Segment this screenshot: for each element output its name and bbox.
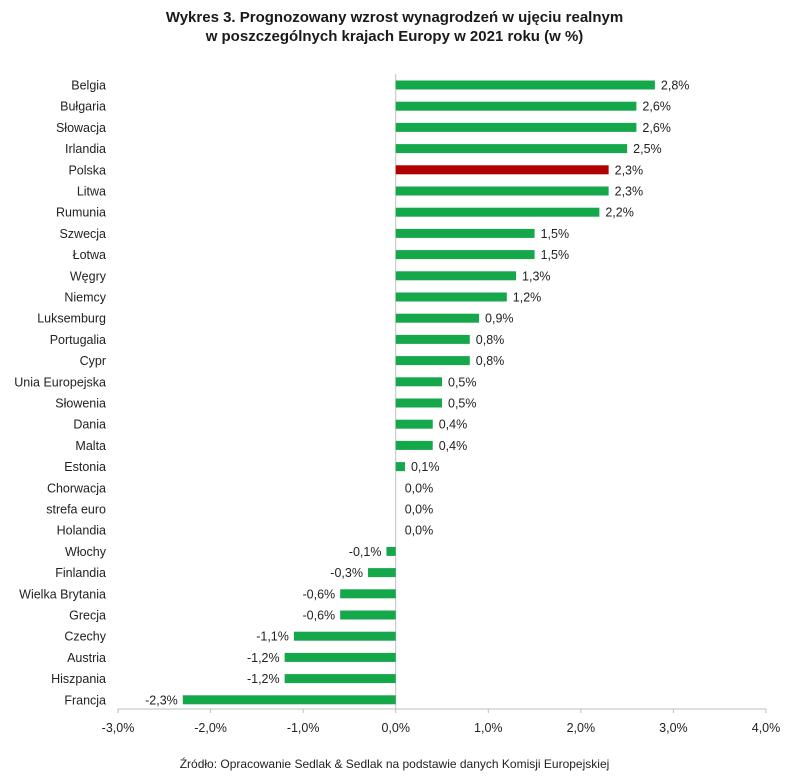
data-label: 0,9% xyxy=(485,312,514,326)
data-label: 1,5% xyxy=(541,227,570,241)
category-label: Litwa xyxy=(77,185,106,199)
category-label: Bułgaria xyxy=(60,100,106,114)
bar xyxy=(395,165,609,175)
bar xyxy=(395,440,433,450)
category-label: Luksemburg xyxy=(37,312,106,326)
data-label: 0,4% xyxy=(439,418,468,432)
category-label: Unia Europejska xyxy=(14,375,106,389)
category-label: Malta xyxy=(75,439,106,453)
data-label: 0,0% xyxy=(405,503,434,517)
data-label: 2,8% xyxy=(661,79,690,93)
category-label: Estonia xyxy=(64,460,106,474)
x-tick-label: 3,0% xyxy=(659,721,688,735)
data-label: 2,6% xyxy=(642,121,671,135)
data-label: 2,2% xyxy=(605,206,634,220)
chart-title-line-2: w poszczególnych krajach Europy w 2021 r… xyxy=(205,28,584,45)
data-label: -0,6% xyxy=(303,587,336,601)
bar xyxy=(395,228,535,238)
data-label: 0,4% xyxy=(439,439,468,453)
bar xyxy=(395,144,628,154)
bar xyxy=(340,610,396,620)
x-tick-label: 1,0% xyxy=(474,721,503,735)
x-tick-label: -1,0% xyxy=(287,721,320,735)
bar xyxy=(395,334,470,344)
data-label: -0,3% xyxy=(330,566,363,580)
bar xyxy=(395,101,637,111)
data-label: 0,8% xyxy=(476,333,505,347)
bar xyxy=(395,186,609,196)
data-label: -0,6% xyxy=(303,609,336,623)
chart-title-line-1: Wykres 3. Prognozowany wzrost wynagrodze… xyxy=(165,9,624,26)
data-label: 0,5% xyxy=(448,375,477,389)
data-label: 0,0% xyxy=(405,481,434,495)
category-label: Słowenia xyxy=(55,397,106,411)
bar xyxy=(284,652,396,662)
x-tick-label: -3,0% xyxy=(102,721,135,735)
bar xyxy=(395,462,405,472)
data-label: -1,2% xyxy=(247,651,280,665)
data-label: -2,3% xyxy=(145,693,178,707)
category-label: Włochy xyxy=(65,545,107,559)
data-label: 0,1% xyxy=(411,460,440,474)
bar xyxy=(386,546,396,556)
category-label: Słowacja xyxy=(56,121,106,135)
category-label: strefa euro xyxy=(46,503,106,517)
data-label: 2,3% xyxy=(615,163,644,177)
x-tick-label: 0,0% xyxy=(381,721,410,735)
category-label: Finlandia xyxy=(55,566,106,580)
bar xyxy=(395,398,442,408)
source-note: Źródło: Opracowanie Sedlak & Sedlak na p… xyxy=(179,757,610,771)
x-tick-label: -2,0% xyxy=(194,721,227,735)
bar xyxy=(395,271,517,281)
bar xyxy=(367,568,396,578)
category-label: Szwecja xyxy=(59,227,106,241)
category-label: Chorwacja xyxy=(47,481,106,495)
category-label: Polska xyxy=(68,163,106,177)
category-label: Węgry xyxy=(70,269,107,283)
category-label: Portugalia xyxy=(50,333,106,347)
bar xyxy=(395,207,600,217)
category-label: Grecja xyxy=(69,609,106,623)
category-label: Niemcy xyxy=(64,291,106,305)
bar xyxy=(340,589,396,599)
bar xyxy=(395,250,535,260)
data-label: 2,5% xyxy=(633,142,662,156)
bar xyxy=(284,674,396,684)
data-label: -0,1% xyxy=(349,545,382,559)
x-tick-label: 2,0% xyxy=(567,721,596,735)
bar xyxy=(395,122,637,132)
category-label: Irlandia xyxy=(65,142,106,156)
data-label: -1,2% xyxy=(247,672,280,686)
category-label: Austria xyxy=(67,651,106,665)
category-label: Hiszpania xyxy=(51,672,106,686)
bar xyxy=(395,80,655,90)
bar xyxy=(395,313,480,323)
data-label: 1,2% xyxy=(513,291,542,305)
category-label: Cypr xyxy=(80,354,106,368)
x-tick-label: 4,0% xyxy=(752,721,781,735)
bar xyxy=(395,419,433,429)
bar xyxy=(395,292,507,302)
category-label: Łotwa xyxy=(73,248,106,262)
data-label: 2,3% xyxy=(615,185,644,199)
data-label: 0,0% xyxy=(405,524,434,538)
bar xyxy=(395,377,442,387)
data-label: 1,5% xyxy=(541,248,570,262)
category-label: Francja xyxy=(64,693,106,707)
data-label: 2,6% xyxy=(642,100,671,114)
category-label: Czechy xyxy=(64,630,106,644)
data-label: -1,1% xyxy=(256,630,289,644)
bar xyxy=(182,695,396,705)
category-label: Belgia xyxy=(71,79,106,93)
data-label: 0,5% xyxy=(448,397,477,411)
bar xyxy=(293,631,396,641)
category-label: Dania xyxy=(73,418,106,432)
data-label: 1,3% xyxy=(522,269,551,283)
data-label: 0,8% xyxy=(476,354,505,368)
bar-chart: -3,0% -2,0% -1,0% 0,0% 1,0% 2,0% 3,0% 4,0% Belgi… xyxy=(14,74,781,735)
category-label: Wielka Brytania xyxy=(19,587,106,601)
bar xyxy=(395,356,470,366)
category-label: Holandia xyxy=(57,524,106,538)
category-label: Rumunia xyxy=(56,206,106,220)
